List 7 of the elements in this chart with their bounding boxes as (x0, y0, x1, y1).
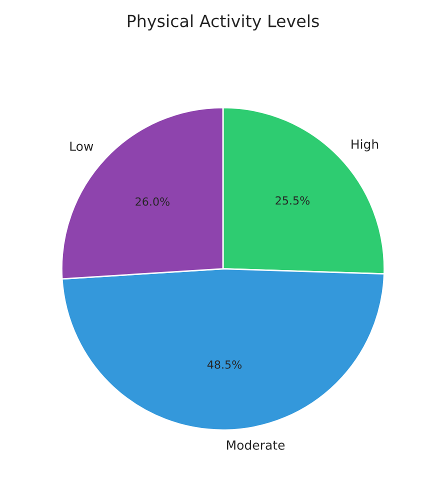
data-label: 26.0% (136, 197, 170, 206)
slice-label: High (352, 139, 378, 152)
data-label: 25.5% (276, 196, 310, 205)
data-label: 48.5% (207, 360, 242, 369)
slice-label: Low (70, 142, 94, 151)
slice-label: Moderate (227, 440, 285, 450)
chart-title: Physical Activity Levels (128, 14, 319, 31)
